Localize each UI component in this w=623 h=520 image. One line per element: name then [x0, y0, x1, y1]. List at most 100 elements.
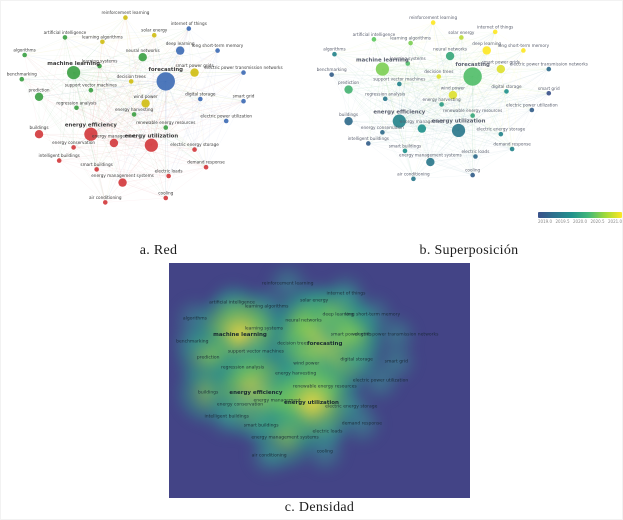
network-edge — [348, 63, 408, 90]
network-edge — [90, 90, 195, 150]
network-edge — [441, 68, 549, 105]
network-edge — [90, 98, 201, 135]
network-edge — [404, 76, 439, 152]
network-node — [100, 39, 105, 45]
network-edge — [438, 76, 549, 94]
network-edge — [113, 81, 166, 144]
network-edge — [38, 57, 143, 135]
network-edge — [24, 54, 146, 104]
network-edge — [122, 114, 135, 183]
network-edge — [165, 28, 189, 82]
network-edge — [331, 74, 459, 131]
density-label: decision trees — [277, 341, 309, 347]
node-label: energy utilization — [432, 119, 486, 125]
node-label: smart power grids — [175, 63, 213, 68]
network-edge — [96, 103, 146, 170]
network-edge — [38, 37, 66, 135]
network-edge — [348, 22, 434, 122]
network-edge — [90, 35, 155, 91]
network-node — [131, 112, 137, 117]
network-edge — [105, 114, 135, 203]
density-label: support vector machines — [227, 349, 284, 355]
network-edge — [113, 101, 244, 144]
network-edge — [432, 22, 473, 77]
network-edge — [430, 130, 459, 163]
network-edge — [96, 169, 123, 183]
network-edge — [472, 156, 476, 176]
network-edge — [73, 72, 227, 122]
network-edge — [373, 39, 431, 163]
network-edge — [99, 65, 123, 183]
density-label: smart grid — [384, 359, 409, 365]
network-edge — [407, 63, 513, 150]
network-edge — [399, 83, 459, 131]
network-edge — [59, 145, 152, 161]
network-edge — [90, 90, 146, 104]
network-edge — [334, 54, 349, 122]
network-node — [123, 15, 128, 20]
network-edge — [472, 68, 549, 116]
network-node — [56, 158, 62, 163]
network-edge — [113, 72, 195, 144]
node-label: learning systems — [82, 59, 118, 64]
network-edge — [59, 90, 92, 161]
network-edge — [449, 56, 473, 176]
network-edge — [458, 68, 502, 131]
network-edge — [410, 43, 431, 163]
network-edge — [432, 22, 439, 77]
network-edge — [461, 37, 513, 150]
node-label: electric power utilization — [200, 114, 252, 119]
network-edge — [410, 42, 473, 77]
network-edge — [500, 50, 524, 135]
density-map: reinforcement learning solar energy learni… — [169, 263, 470, 498]
network-node — [138, 53, 147, 62]
network-edge — [73, 72, 152, 146]
network-edge — [404, 150, 473, 176]
density-label: energy efficiency — [229, 389, 283, 396]
network-edge — [413, 148, 513, 180]
network-node — [163, 195, 169, 201]
network-edge — [38, 134, 97, 170]
network-edge — [334, 37, 462, 55]
network-edge — [399, 50, 487, 122]
node-label: wind power — [134, 94, 158, 99]
network-edge — [73, 72, 166, 128]
network-edge — [399, 55, 451, 122]
network-edge — [125, 17, 166, 82]
network-node — [382, 96, 388, 102]
network-edge — [73, 72, 97, 170]
network-edge — [399, 76, 439, 122]
network-edge — [385, 76, 473, 100]
node-label: air conditioning — [89, 195, 122, 200]
network-edge — [99, 65, 135, 115]
network-edge — [21, 79, 152, 146]
network-edge — [76, 107, 135, 115]
network-edge — [113, 50, 181, 144]
density-blob — [246, 433, 293, 480]
network-edge — [472, 31, 496, 116]
network-edge — [125, 17, 152, 146]
network-edge — [151, 35, 155, 146]
network-node — [186, 26, 192, 31]
network-edge — [142, 57, 244, 73]
network-edge — [59, 160, 106, 203]
network-node — [192, 147, 197, 152]
network-edge — [64, 37, 166, 128]
node-label: internet of things — [477, 24, 513, 29]
network-edge — [368, 94, 453, 144]
network-edge — [399, 68, 501, 85]
network-edge — [102, 35, 155, 42]
network-edge — [472, 115, 501, 135]
network-edge — [151, 145, 207, 168]
network-edge — [99, 65, 195, 150]
density-label: prediction — [196, 355, 220, 361]
network-node — [417, 124, 427, 133]
network-edge — [99, 65, 132, 82]
network-edge — [64, 37, 195, 73]
network-edge — [165, 28, 189, 128]
caption-red: a. Red — [139, 243, 178, 258]
network-edge — [458, 37, 462, 131]
network-edge — [382, 68, 431, 163]
network-edge — [96, 169, 106, 203]
node-label: demand response — [493, 142, 531, 147]
